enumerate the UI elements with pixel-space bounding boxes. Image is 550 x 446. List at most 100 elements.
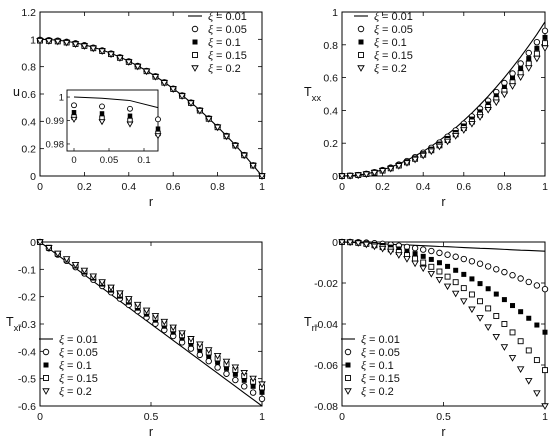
data-point (501, 84, 507, 90)
x-tick-label: 0 (37, 411, 43, 423)
legend-label: = 0.15 (382, 50, 413, 62)
x-tick-label: 0.2 (77, 181, 92, 193)
data-point (469, 276, 475, 282)
legend-marker (358, 39, 364, 45)
data-point (362, 171, 371, 179)
legend-marker (192, 39, 198, 45)
y-axis-label-main: T (304, 85, 312, 99)
data-point (492, 334, 501, 341)
data-point (427, 271, 436, 278)
y-tick-label: -0.02 (314, 278, 338, 290)
data-point (501, 268, 508, 276)
legend-symbol: ξ (361, 358, 367, 372)
data-point (107, 284, 115, 292)
data-point (509, 329, 516, 336)
data-point (493, 313, 500, 319)
series-line (341, 21, 546, 177)
data-point (213, 124, 222, 132)
data-point (541, 285, 549, 293)
data-point (223, 370, 230, 377)
data-point (62, 256, 71, 263)
data-point (452, 279, 459, 286)
data-point (346, 239, 354, 247)
data-point (493, 93, 499, 99)
data-point (492, 99, 501, 107)
inset-data-point (154, 133, 162, 140)
y-tick-label: 0.8 (21, 62, 36, 74)
legend-label: = 0.15 (216, 50, 247, 62)
legend-marker (345, 375, 351, 381)
data-point (509, 272, 516, 279)
data-point (370, 243, 379, 251)
series-3 (339, 40, 548, 179)
data-point (517, 338, 524, 345)
data-point (444, 273, 451, 280)
legend-marker (42, 348, 50, 356)
data-point (445, 263, 451, 269)
data-point (501, 321, 508, 327)
legend-marker (43, 375, 49, 381)
data-point (485, 286, 491, 292)
y-tick-label: -0.04 (314, 319, 338, 331)
y-tick-label: -0.08 (314, 401, 338, 413)
data-point (98, 279, 106, 286)
data-point (518, 66, 524, 72)
legend-label: = 0.1 (369, 360, 394, 372)
legend-symbol: ξ (361, 384, 367, 398)
data-point (215, 359, 221, 365)
y-tick-label: 0.2 (323, 138, 338, 150)
inset-data-point (127, 113, 133, 119)
legend-label: = 0.15 (369, 373, 400, 385)
legend-label: = 0.01 (382, 11, 413, 23)
data-point (45, 245, 53, 252)
data-point (428, 256, 434, 262)
data-point (518, 309, 524, 315)
data-point (249, 389, 257, 396)
legend: ξ = 0.01ξ = 0.05ξ = 0.1ξ = 0.15ξ = 0.2 (354, 9, 413, 75)
data-point (151, 74, 160, 81)
data-point (419, 152, 427, 160)
y-tick-label: 0.4 (323, 105, 338, 117)
y-tick-label: -0.1 (18, 264, 36, 276)
legend-symbol: ξ (208, 22, 214, 36)
data-point (354, 240, 363, 247)
data-point (71, 261, 80, 269)
legend-marker (43, 362, 49, 368)
data-point (516, 74, 525, 82)
legend-symbol: ξ (374, 48, 380, 62)
inset-data-point (70, 116, 78, 123)
data-point (125, 59, 133, 66)
data-point (476, 260, 484, 267)
data-point (484, 324, 492, 331)
legend-symbol: ξ (374, 22, 380, 36)
data-point (451, 290, 460, 298)
legend-marker (344, 348, 352, 356)
inset-y-tick-label: 0.99 (46, 116, 65, 127)
data-point (412, 255, 419, 262)
legend-symbol: ξ (59, 345, 65, 359)
data-point (204, 116, 213, 123)
x-tick-label: 1 (542, 181, 548, 193)
series-0 (341, 21, 546, 177)
y-axis-label: u (13, 85, 20, 99)
data-point (476, 114, 484, 121)
x-tick-label: 0.6 (166, 181, 181, 193)
x-tick-label: 0.5 (144, 411, 159, 423)
y-tick-label: -0.3 (18, 319, 36, 331)
data-point (53, 250, 62, 258)
data-point (468, 258, 476, 265)
data-point (443, 283, 452, 291)
inset-y-tick-label: 0.98 (46, 139, 65, 150)
data-point (460, 255, 467, 263)
data-point (170, 329, 176, 335)
data-point (533, 390, 541, 397)
data-point (370, 170, 379, 177)
legend-symbol: ξ (374, 61, 380, 75)
legend-label: = 0.15 (67, 373, 98, 385)
data-point (428, 247, 435, 255)
x-axis-label: r (149, 195, 153, 209)
data-point (541, 45, 549, 52)
data-point (403, 256, 411, 263)
